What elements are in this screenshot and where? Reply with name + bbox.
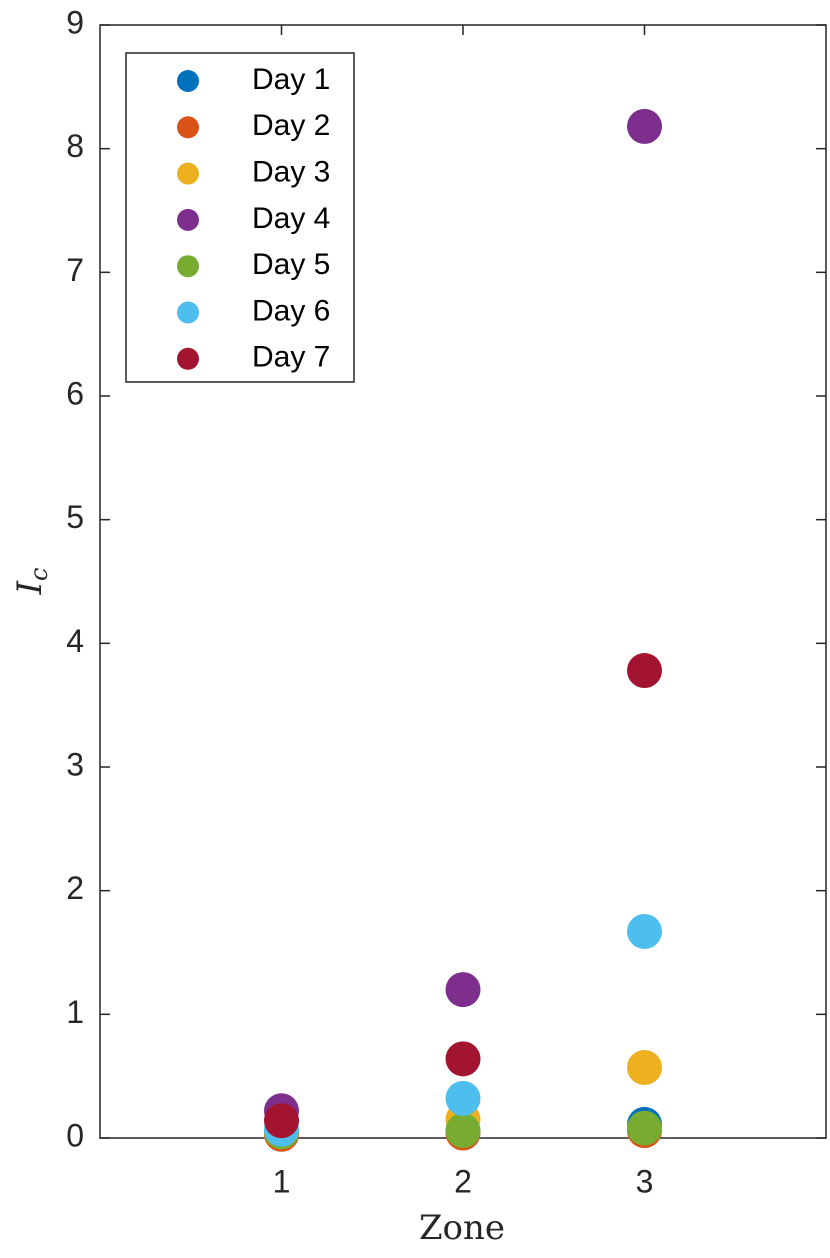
y-tick-label: 0 [66,1117,84,1153]
y-tick-label: 4 [66,623,84,659]
legend-marker [177,208,199,231]
y-tick-label: 3 [66,746,84,782]
legend-label: Day 5 [252,248,330,281]
x-tick-label: 1 [273,1163,291,1199]
y-tick-label: 1 [66,994,84,1030]
legend-marker [177,255,199,278]
point [627,913,662,949]
y-tick-label: 2 [66,870,84,906]
y-axis-label-main: I [10,580,50,595]
x-tick-label: 2 [454,1163,472,1199]
legend-marker [177,70,199,92]
y-tick-label: 5 [66,499,84,535]
legend-label: Day 7 [252,341,330,374]
legend-marker [177,347,199,370]
point [627,108,662,144]
point [445,972,481,1008]
legend-box [125,52,355,383]
legend-label: Day 2 [252,109,330,142]
point [264,1103,299,1139]
legend-label: Day 3 [252,156,330,189]
y-tick-label: 7 [66,252,84,288]
y-axis-label: Ic [10,568,53,596]
legend-label: Day 6 [252,294,330,327]
x-tick-label: 3 [636,1163,654,1199]
legend-label: Day 1 [252,63,330,96]
point [627,1050,662,1086]
point [445,1041,481,1077]
point [445,1080,481,1116]
legend-marker [177,116,199,139]
x-axis-label: Zone [419,1208,505,1248]
legend-label: Day 4 [252,202,330,235]
point [627,1110,662,1146]
y-tick-label: 8 [66,128,84,164]
y-tick-label: 6 [66,375,84,411]
legend-marker [177,301,199,324]
y-axis-label-sub: c [25,568,53,581]
point [627,653,662,689]
point [445,1113,481,1149]
legend-marker [177,162,199,185]
y-tick-label: 9 [66,4,84,40]
